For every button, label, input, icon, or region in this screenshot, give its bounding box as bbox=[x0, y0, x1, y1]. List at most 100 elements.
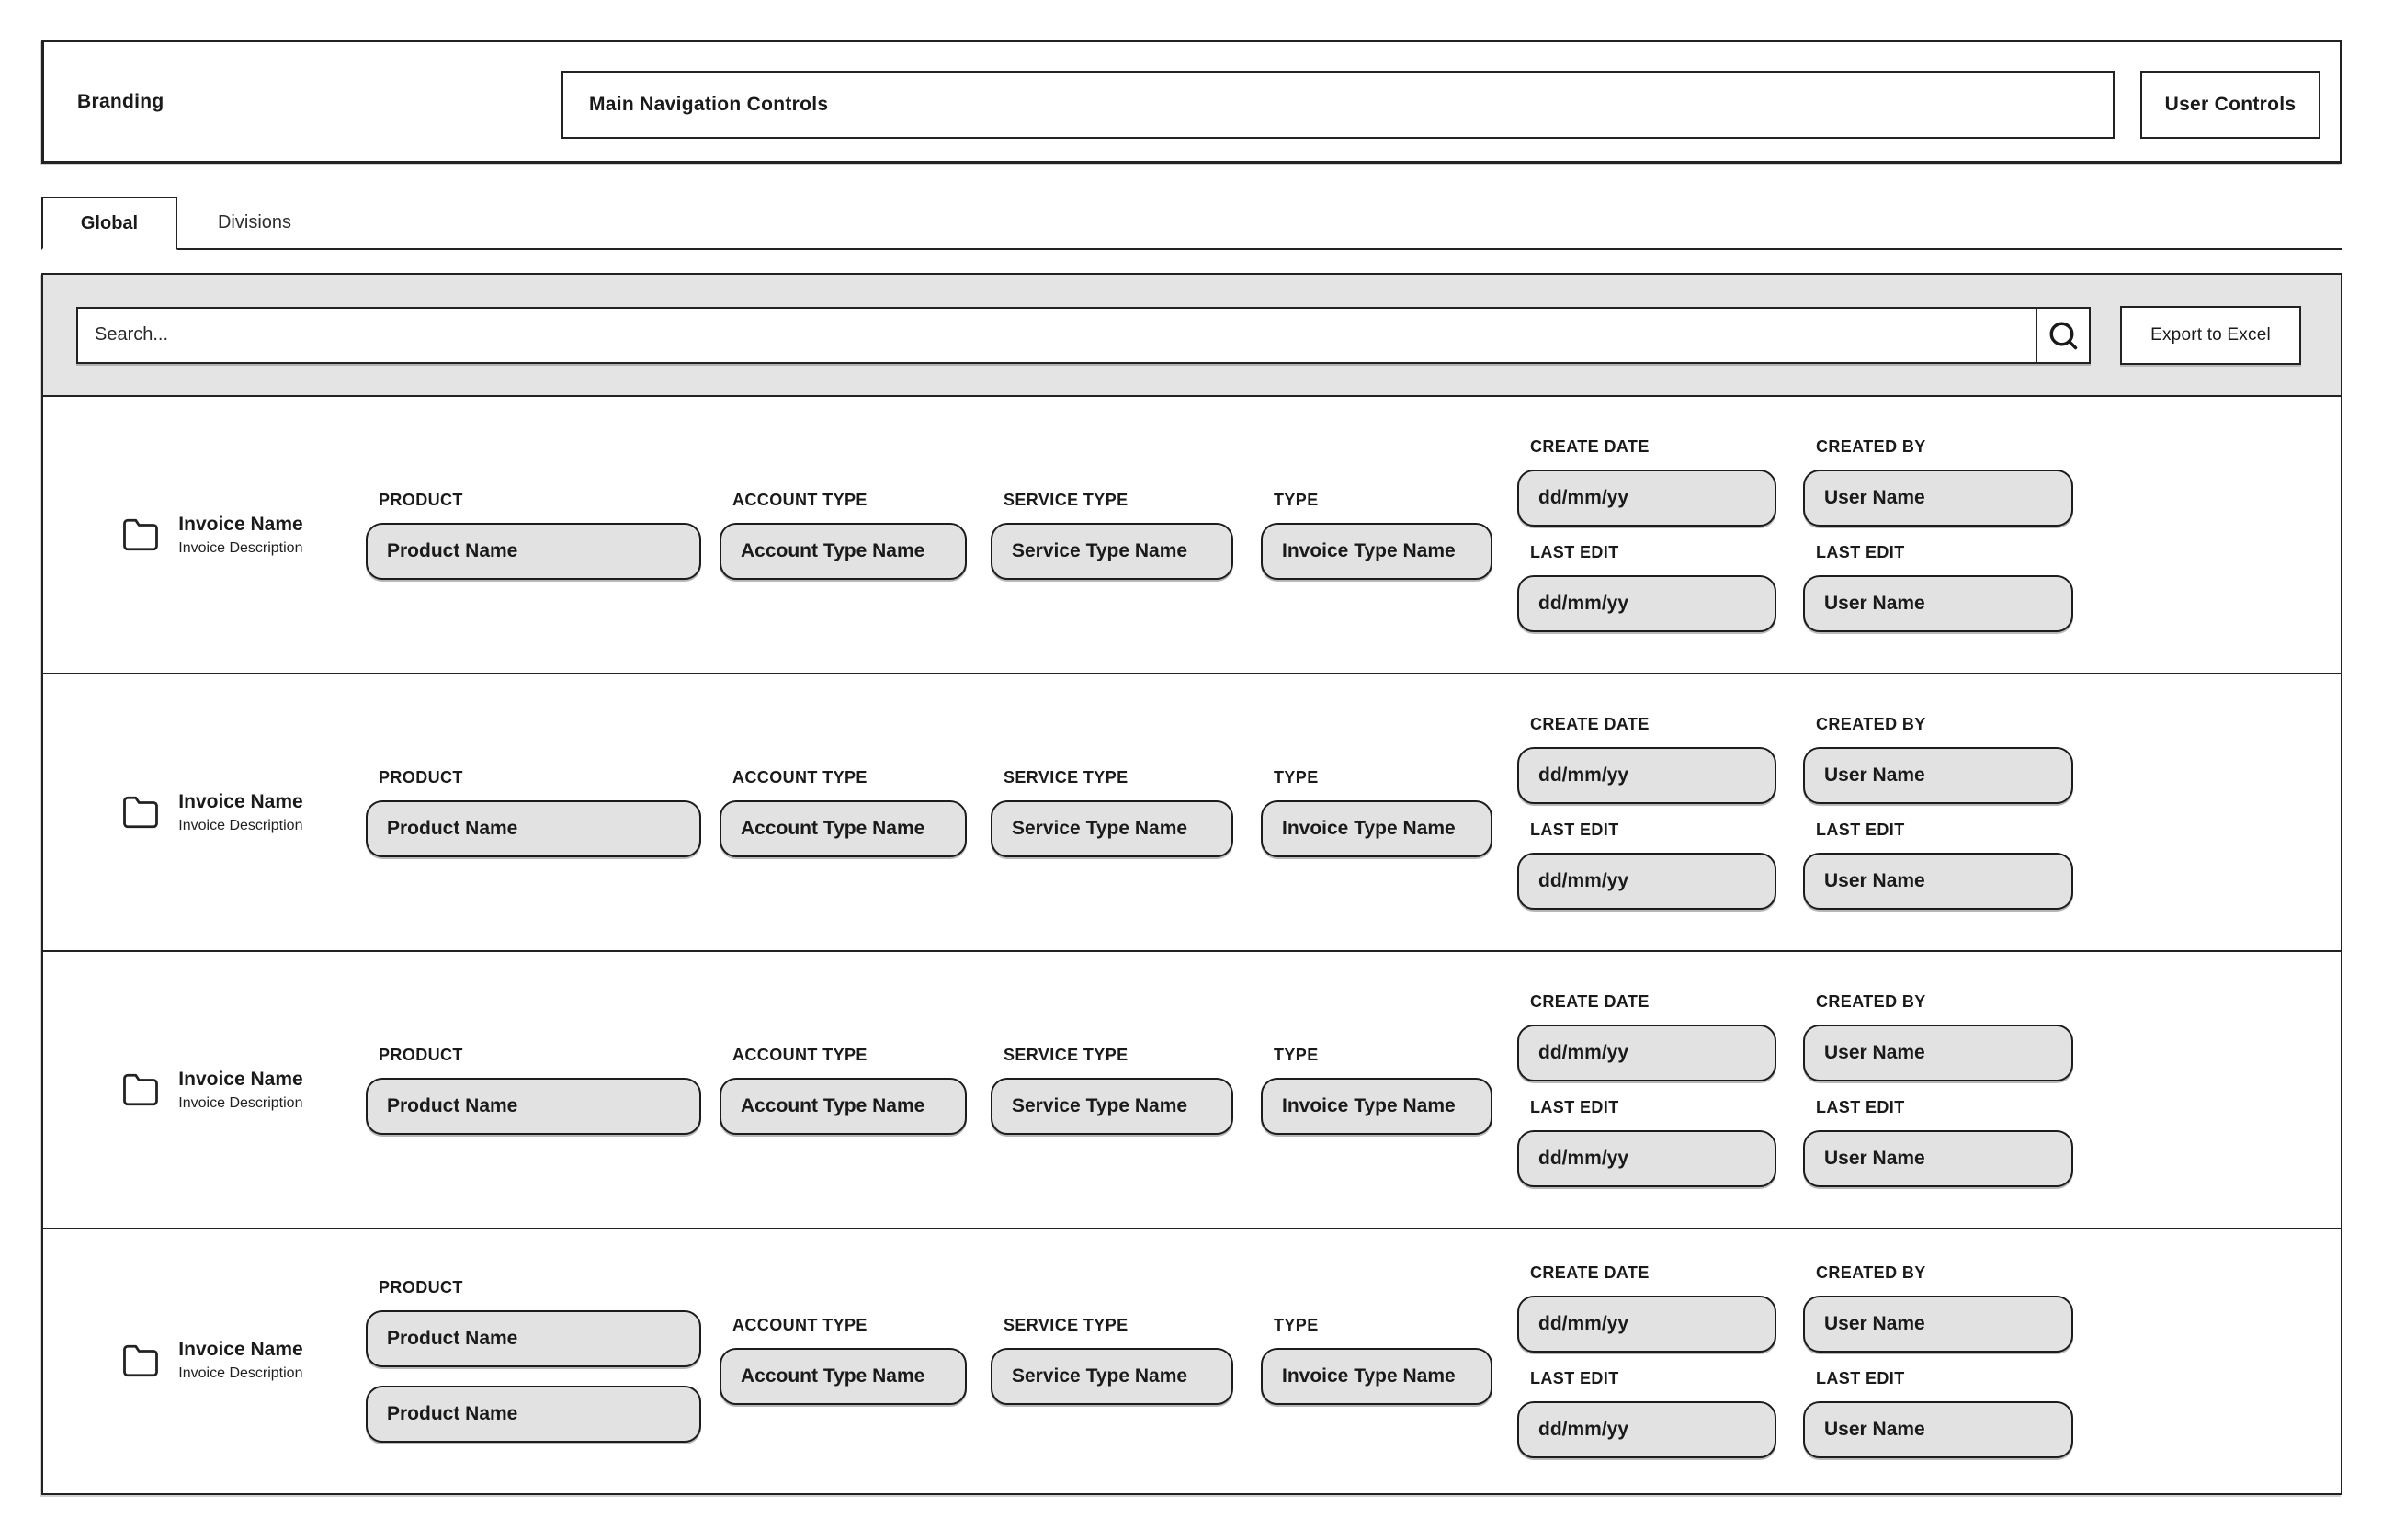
product-column: PRODUCT Product Name bbox=[366, 674, 701, 950]
product-column: PRODUCT Product Name Product Name bbox=[366, 1229, 701, 1491]
service-type-column-label: SERVICE TYPE bbox=[1004, 490, 1129, 509]
service-type-column: SERVICE TYPE Service Type Name bbox=[991, 674, 1233, 950]
search-field bbox=[76, 306, 2091, 364]
invoice-name: Invoice Name bbox=[178, 1068, 303, 1090]
account-type-pill: Account Type Name bbox=[720, 522, 967, 580]
create-date-pill: dd/mm/yy bbox=[1517, 1295, 1776, 1353]
invoice-row[interactable]: Invoice Name Invoice Description PRODUCT… bbox=[43, 674, 2341, 952]
created-by-pill: User Name bbox=[1803, 1295, 2073, 1353]
account-type-pill: Account Type Name bbox=[720, 1077, 967, 1135]
branding: Branding bbox=[77, 90, 164, 112]
created-by-pill: User Name bbox=[1803, 747, 2073, 804]
last-edit-date-pill: dd/mm/yy bbox=[1517, 575, 1776, 632]
invoice-info: Invoice Name Invoice Description bbox=[64, 674, 358, 950]
account-type-column: ACCOUNT TYPE Account Type Name bbox=[720, 1229, 967, 1491]
created-by-pill: User Name bbox=[1803, 1025, 2073, 1081]
account-type-column-label: ACCOUNT TYPE bbox=[732, 1045, 868, 1064]
invoice-type-pill: Invoice Type Name bbox=[1261, 522, 1492, 580]
product-column: PRODUCT Product Name bbox=[366, 397, 701, 673]
account-type-column-label: ACCOUNT TYPE bbox=[732, 490, 868, 509]
last-edit-date-label: LAST EDIT bbox=[1530, 821, 1619, 839]
last-edit-user-pill: User Name bbox=[1803, 575, 2073, 632]
invoice-description: Invoice Description bbox=[178, 1365, 303, 1381]
account-type-column: ACCOUNT TYPE Account Type Name bbox=[720, 952, 967, 1228]
invoice-name: Invoice Name bbox=[178, 513, 303, 535]
last-edit-date-label: LAST EDIT bbox=[1530, 1368, 1619, 1387]
create-date-pill: dd/mm/yy bbox=[1517, 1025, 1776, 1081]
service-type-pill: Service Type Name bbox=[991, 799, 1233, 857]
last-edit-user-label: LAST EDIT bbox=[1816, 1368, 1905, 1387]
product-pill: Product Name bbox=[366, 799, 701, 857]
magnifier-icon bbox=[2049, 322, 2078, 349]
invoice-type-pill: Invoice Type Name bbox=[1261, 799, 1492, 857]
header-bar: Branding Main Navigation Controls User C… bbox=[41, 40, 2342, 164]
service-type-column-label: SERVICE TYPE bbox=[1004, 1045, 1129, 1064]
last-edit-user-label: LAST EDIT bbox=[1816, 1098, 1905, 1116]
search-input[interactable] bbox=[78, 308, 2036, 362]
account-type-pill: Account Type Name bbox=[720, 799, 967, 857]
folder-icon bbox=[119, 792, 162, 832]
last-edit-date-label: LAST EDIT bbox=[1530, 1098, 1619, 1116]
account-type-column: ACCOUNT TYPE Account Type Name bbox=[720, 397, 967, 673]
created-by-label: CREATED BY bbox=[1816, 1263, 1926, 1282]
type-column: TYPE Invoice Type Name bbox=[1261, 397, 1492, 673]
service-type-pill: Service Type Name bbox=[991, 1077, 1233, 1135]
invoice-info: Invoice Name Invoice Description bbox=[64, 397, 358, 673]
service-type-column: SERVICE TYPE Service Type Name bbox=[991, 1229, 1233, 1491]
product-column-label: PRODUCT bbox=[379, 767, 463, 787]
main-navigation[interactable]: Main Navigation Controls bbox=[561, 71, 2115, 139]
last-edit-user-pill: User Name bbox=[1803, 1130, 2073, 1187]
dates-column: CREATE DATE dd/mm/yy LAST EDIT dd/mm/yy bbox=[1517, 397, 1776, 673]
invoice-type-pill: Invoice Type Name bbox=[1261, 1077, 1492, 1135]
invoice-description: Invoice Description bbox=[178, 817, 303, 833]
service-type-column: SERVICE TYPE Service Type Name bbox=[991, 952, 1233, 1228]
create-date-label: CREATE DATE bbox=[1530, 437, 1650, 456]
tab-global[interactable]: Global bbox=[41, 197, 177, 250]
service-type-pill: Service Type Name bbox=[991, 1348, 1233, 1405]
invoice-name: Invoice Name bbox=[178, 790, 303, 812]
type-column: TYPE Invoice Type Name bbox=[1261, 1229, 1492, 1491]
account-type-column: ACCOUNT TYPE Account Type Name bbox=[720, 674, 967, 950]
search-button[interactable] bbox=[2036, 308, 2089, 362]
last-edit-date-pill: dd/mm/yy bbox=[1517, 853, 1776, 910]
type-column-label: TYPE bbox=[1274, 767, 1319, 787]
created-by-pill: User Name bbox=[1803, 470, 2073, 527]
tab-divisions[interactable]: Divisions bbox=[217, 211, 292, 232]
create-date-label: CREATE DATE bbox=[1530, 715, 1650, 733]
export-to-excel-button[interactable]: Export to Excel bbox=[2120, 305, 2301, 365]
folder-icon bbox=[119, 1070, 162, 1110]
product-pill: Product Name bbox=[366, 1077, 701, 1135]
account-type-column-label: ACCOUNT TYPE bbox=[732, 1316, 868, 1334]
invoice-row[interactable]: Invoice Name Invoice Description PRODUCT… bbox=[43, 952, 2341, 1229]
invoice-type-pill: Invoice Type Name bbox=[1261, 1348, 1492, 1405]
create-date-label: CREATE DATE bbox=[1530, 1263, 1650, 1282]
invoice-info: Invoice Name Invoice Description bbox=[64, 952, 358, 1228]
dates-column: CREATE DATE dd/mm/yy LAST EDIT dd/mm/yy bbox=[1517, 952, 1776, 1228]
invoice-info: Invoice Name Invoice Description bbox=[64, 1229, 358, 1491]
last-edit-user-pill: User Name bbox=[1803, 1400, 2073, 1458]
invoice-row[interactable]: Invoice Name Invoice Description PRODUCT… bbox=[43, 1229, 2341, 1491]
created-by-label: CREATED BY bbox=[1816, 715, 1926, 733]
account-type-column-label: ACCOUNT TYPE bbox=[732, 767, 868, 787]
service-type-column-label: SERVICE TYPE bbox=[1004, 1316, 1129, 1334]
last-edit-user-label: LAST EDIT bbox=[1816, 821, 1905, 839]
dates-column: CREATE DATE dd/mm/yy LAST EDIT dd/mm/yy bbox=[1517, 674, 1776, 950]
type-column: TYPE Invoice Type Name bbox=[1261, 674, 1492, 950]
invoice-row[interactable]: Invoice Name Invoice Description PRODUCT… bbox=[43, 397, 2341, 674]
create-date-label: CREATE DATE bbox=[1530, 992, 1650, 1011]
service-type-column-label: SERVICE TYPE bbox=[1004, 767, 1129, 787]
create-date-pill: dd/mm/yy bbox=[1517, 747, 1776, 804]
last-edit-date-label: LAST EDIT bbox=[1530, 543, 1619, 561]
create-date-pill: dd/mm/yy bbox=[1517, 470, 1776, 527]
search-toolbar: Export to Excel bbox=[43, 275, 2341, 397]
service-type-pill: Service Type Name bbox=[991, 522, 1233, 580]
invoice-name: Invoice Name bbox=[178, 1339, 303, 1360]
users-column: CREATED BY User Name LAST EDIT User Name bbox=[1803, 952, 2073, 1228]
product-column-label: PRODUCT bbox=[379, 1278, 463, 1297]
invoice-list-panel: Export to Excel Invoice Name Invoice Des… bbox=[41, 273, 2342, 1495]
account-type-pill: Account Type Name bbox=[720, 1348, 967, 1405]
user-controls-button[interactable]: User Controls bbox=[2140, 71, 2320, 139]
users-column: CREATED BY User Name LAST EDIT User Name bbox=[1803, 1229, 2073, 1491]
last-edit-date-pill: dd/mm/yy bbox=[1517, 1130, 1776, 1187]
